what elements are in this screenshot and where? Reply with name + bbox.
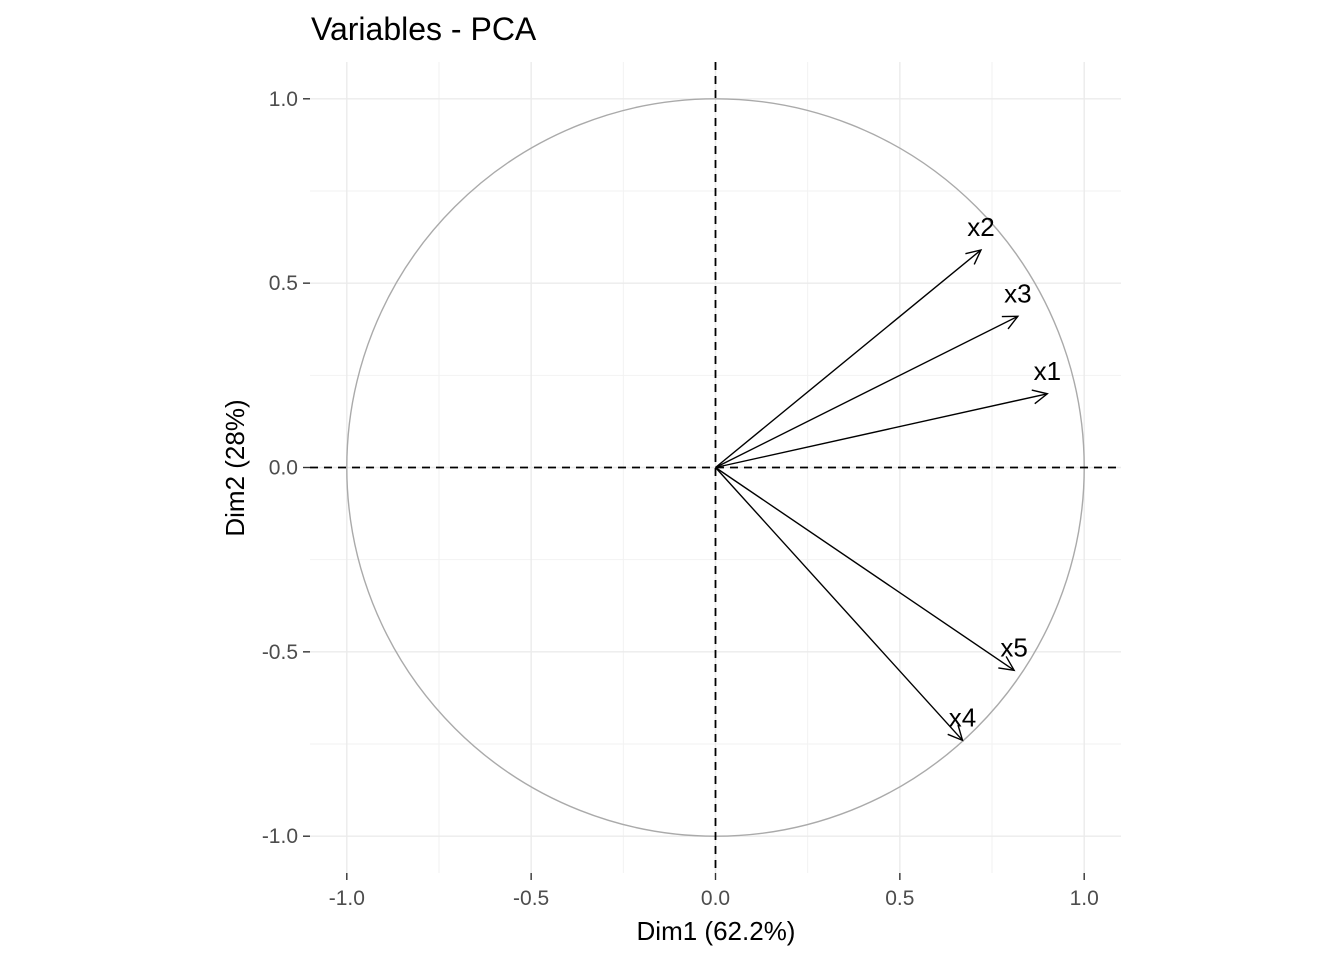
variable-label-x4: x4 bbox=[949, 702, 976, 732]
y-axis-ticks: -1.0 -0.5 0.0 0.5 1.0 bbox=[262, 88, 310, 848]
variable-label-x1: x1 bbox=[1034, 356, 1061, 386]
y-tick-label: 1.0 bbox=[269, 88, 298, 111]
x-tick-label: 1.0 bbox=[1070, 887, 1099, 910]
arrow-shaft bbox=[715, 393, 1048, 469]
x-axis-ticks: -1.0 -0.5 0.0 0.5 1.0 bbox=[329, 873, 1099, 910]
arrow-head bbox=[947, 724, 964, 742]
variable-arrows bbox=[714, 248, 1049, 742]
arrow-head bbox=[965, 248, 983, 265]
x-tick-label: -0.5 bbox=[513, 887, 549, 910]
arrow-x3 bbox=[715, 315, 1020, 469]
chart-title: Variables - PCA bbox=[311, 11, 537, 47]
x-axis-title: Dim1 (62.2%) bbox=[637, 916, 796, 946]
reference-lines bbox=[310, 62, 1121, 873]
variable-label-x2: x2 bbox=[967, 212, 994, 242]
arrow-shaft bbox=[715, 315, 1019, 469]
arrow-head bbox=[1001, 315, 1020, 330]
y-tick-label: 0.0 bbox=[269, 457, 298, 480]
y-tick-label: -0.5 bbox=[262, 641, 298, 664]
y-axis-title: Dim2 (28%) bbox=[220, 399, 250, 536]
y-tick-label: -1.0 bbox=[262, 825, 298, 848]
arrow-head bbox=[998, 656, 1016, 672]
x-tick-label: 0.5 bbox=[885, 887, 914, 910]
arrow-x2 bbox=[715, 248, 983, 469]
x-tick-label: -1.0 bbox=[329, 887, 365, 910]
arrow-x4 bbox=[714, 467, 964, 742]
variable-label-x5: x5 bbox=[1000, 632, 1027, 662]
arrow-shaft bbox=[715, 249, 982, 469]
x-tick-label: 0.0 bbox=[701, 887, 730, 910]
y-tick-label: 0.5 bbox=[269, 272, 298, 295]
arrow-shaft bbox=[714, 467, 964, 741]
variable-labels: x1 x2 x3 x4 x5 bbox=[949, 212, 1061, 732]
arrow-x5 bbox=[715, 466, 1016, 672]
arrow-shaft bbox=[715, 466, 1015, 671]
arrow-head bbox=[1031, 389, 1049, 405]
arrow-x1 bbox=[715, 389, 1049, 469]
variable-label-x3: x3 bbox=[1004, 278, 1031, 308]
